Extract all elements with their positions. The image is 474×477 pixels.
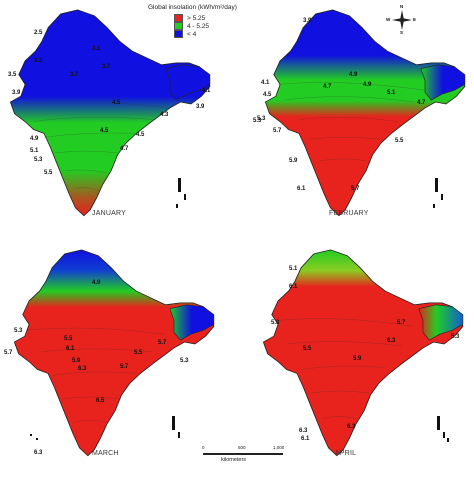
legend-item-low: < 4 [174, 30, 258, 38]
contour-label: 6.3 [299, 428, 308, 434]
compass-e: E [413, 17, 417, 22]
contour-label: 6.5 [96, 398, 105, 404]
month-label-january: JANUARY [92, 210, 126, 217]
map-panel-february: FEBRUARY 3.9 4.1 4.5 4.7 4.9 5.1 5.3 5.5… [237, 0, 474, 238]
contour-label: 5.5 [64, 336, 73, 342]
legend-label-mid: 4 - 5.25 [187, 22, 210, 30]
compass-n: N [400, 4, 404, 9]
contour-label: 5.7 [120, 364, 129, 370]
month-label-april: APRIL [335, 450, 357, 457]
contour-label: 4.9 [92, 280, 101, 286]
legend-label-high: > 5.25 [187, 14, 206, 22]
contour-label: 4.5 [263, 92, 272, 98]
legend-item-mid: 4 - 5.25 [174, 22, 258, 30]
month-label-february: FEBRUARY [329, 210, 369, 217]
contour-label: 5.7 [4, 350, 13, 356]
contour-label: 4.9 [349, 72, 358, 78]
contour-label: 3.3 [34, 58, 43, 64]
contour-label: 3.1 [92, 46, 101, 52]
contour-label: 3.9 [196, 104, 205, 110]
contour-label: 5.7 [397, 320, 406, 326]
contour-label: 5.5 [134, 350, 143, 356]
contour-label: 6.1 [297, 186, 306, 192]
month-label-march: MARCH [92, 450, 119, 457]
scale-tick-0: 0 [202, 445, 205, 450]
legend-label-low: < 4 [187, 30, 197, 38]
scale-bar: 0 500 1,000 kilometers [195, 445, 285, 469]
contour-label: 5.3 [451, 334, 460, 340]
contour-label: 4.5 [100, 128, 109, 134]
contour-label: 5.7 [158, 340, 167, 346]
compass-icon [392, 10, 412, 30]
contour-label: 4.1 [202, 88, 211, 94]
contour-label: 5.3 [14, 328, 23, 334]
contour-label: 5.3 [34, 157, 43, 163]
contour-label: 5.3 [257, 116, 266, 122]
legend-item-high: > 5.25 [174, 14, 258, 22]
contour-label: 5.3 [253, 118, 262, 124]
contour-label: 5.7 [351, 186, 360, 192]
legend-swatch-low [174, 30, 183, 38]
india-map-january [9, 9, 211, 217]
compass-rose: N S W E [386, 4, 417, 35]
contour-label: 5.3 [271, 320, 280, 326]
legend-swatch-high [174, 14, 183, 22]
legend: Global insolation (kWh/m²/day) > 5.25 4 … [148, 4, 258, 38]
contour-label: 3.9 [12, 90, 21, 96]
contour-label: 2.5 [34, 30, 43, 36]
compass-s: S [400, 30, 404, 35]
scale-tick-1000: 1,000 [273, 445, 285, 450]
contour-label: 5.1 [30, 148, 39, 154]
contour-label: 5.9 [353, 356, 362, 362]
contour-label: 4.1 [261, 80, 270, 86]
india-map-february [264, 9, 466, 217]
contour-label: 4.5 [112, 100, 121, 106]
contour-label: 3.9 [303, 18, 312, 24]
contour-label: 6.1 [289, 284, 298, 290]
contour-label: 4.7 [120, 146, 129, 152]
map-panel-march: MARCH 4.9 5.3 5.5 5.7 5.9 6.1 6.3 6.5 5.… [0, 238, 237, 476]
contour-label: 4.9 [30, 136, 39, 142]
contour-label: 4.5 [136, 132, 145, 138]
scale-tick-500: 500 [238, 445, 246, 450]
contour-label: 6.3 [78, 366, 87, 372]
contour-label: 5.3 [180, 358, 189, 364]
contour-label: 5.9 [289, 158, 298, 164]
contour-label: 3.7 [70, 72, 79, 78]
contour-label: 6.3 [34, 450, 43, 456]
contour-label: 6.3 [387, 338, 396, 344]
contour-label: 6.1 [66, 346, 75, 352]
scale-bar-line [203, 453, 283, 455]
contour-label: 3.7 [102, 64, 111, 70]
contour-label: 5.5 [395, 138, 404, 144]
contour-label: 4.7 [417, 100, 426, 106]
compass-w: W [386, 17, 391, 22]
map-panel-april: APRIL 5.1 6.1 5.3 5.5 5.9 6.3 6.3 6.1 6.… [237, 238, 474, 476]
contour-label: 3.5 [8, 72, 17, 78]
legend-title: Global insolation (kWh/m²/day) [148, 4, 237, 11]
contour-label: 5.5 [44, 170, 53, 176]
india-map-march [13, 249, 215, 457]
contour-label: 4.7 [323, 84, 332, 90]
contour-label: 5.9 [72, 358, 81, 364]
contour-label: 4.9 [363, 82, 372, 88]
legend-swatch-mid [174, 22, 183, 30]
contour-label: 5.5 [303, 346, 312, 352]
contour-label: 6.1 [301, 436, 310, 442]
contour-label: 4.3 [160, 112, 169, 118]
contour-label: 5.7 [273, 128, 282, 134]
india-map-april [262, 249, 464, 457]
contour-label: 5.1 [289, 266, 298, 272]
scale-unit: kilometers [221, 457, 247, 463]
contour-label: 5.1 [387, 90, 396, 96]
map-panel-january: JANUARY 2.5 3.1 3.3 3.5 3.7 3.9 3.7 4.1 … [0, 0, 237, 238]
contour-label: 6.3 [347, 424, 356, 430]
